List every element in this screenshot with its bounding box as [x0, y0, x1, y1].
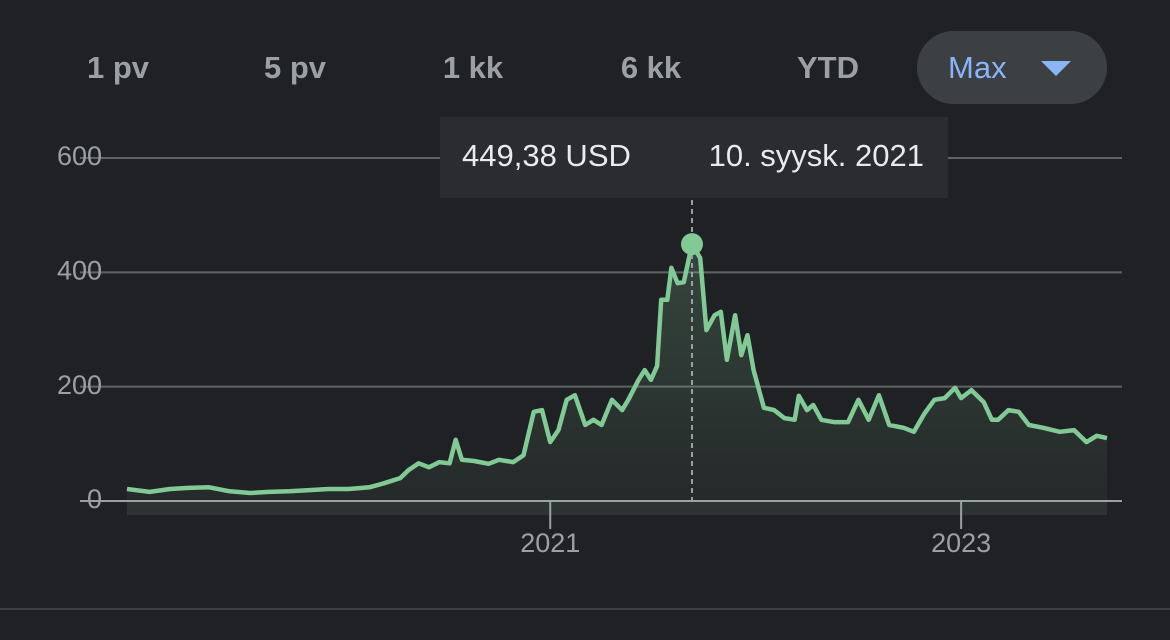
tab-label[interactable]: YTD — [797, 50, 859, 85]
x-tick-label: 2021 — [520, 528, 580, 558]
dropdown-arrow[interactable] — [1041, 61, 1071, 76]
tab-label[interactable]: 5 pv — [264, 50, 327, 85]
x-tick-label: 2023 — [931, 528, 991, 558]
price-line — [126, 241, 1108, 496]
y-tick-label: 400 — [57, 255, 102, 285]
selected-tab-pill[interactable] — [917, 31, 1107, 104]
chart: 0 200 400 600 2021 2023 449,38 USD 10. syysk. 2… — [57, 117, 1122, 558]
y-tick-label: 600 — [57, 141, 102, 171]
tab-label[interactable]: 6 kk — [621, 50, 682, 85]
hover-point — [680, 233, 703, 256]
tooltip-value: 449,38 USD — [462, 138, 631, 173]
area — [127, 244, 1107, 515]
range-tabs: 1 pv 5 pv 1 kk 6 kk YTD Max — [87, 31, 1107, 104]
tab-label[interactable]: 1 pv — [87, 50, 150, 85]
tab-label[interactable]: Max — [948, 50, 1007, 85]
y-tick-label: 0 — [87, 484, 102, 514]
tooltip-date: 10. syysk. 2021 — [709, 138, 924, 173]
y-tick-label: 200 — [57, 370, 102, 400]
tooltip — [440, 117, 948, 198]
tab-label[interactable]: 1 kk — [443, 50, 504, 85]
